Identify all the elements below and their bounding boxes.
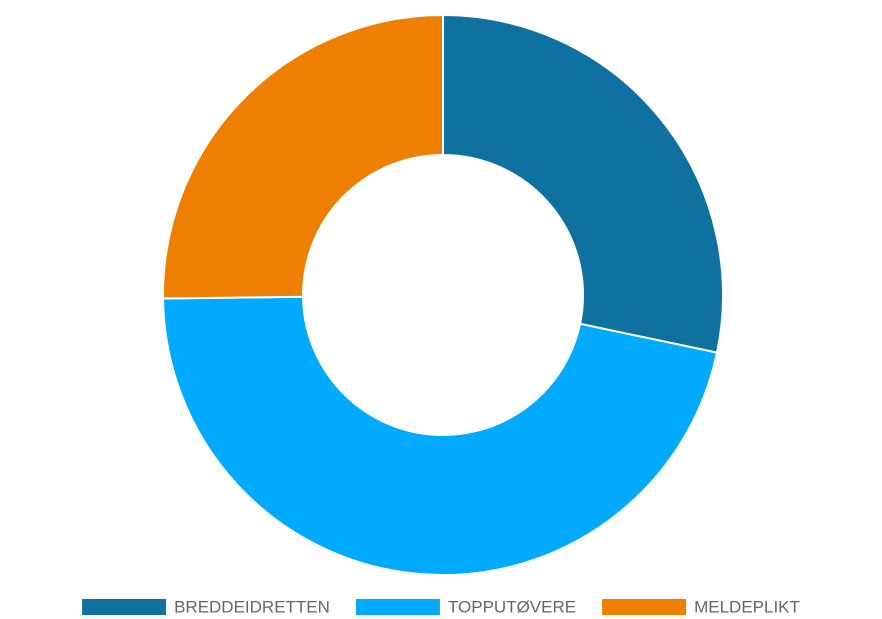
legend-swatch [355, 599, 440, 615]
legend-label: MELDEPLIKT [694, 597, 800, 616]
legend-swatch [602, 599, 687, 615]
donut-slice [162, 295, 719, 576]
legend-swatch [82, 599, 167, 615]
donut-slice [162, 13, 444, 300]
donut-slice [442, 13, 724, 354]
legend-label: TOPPUTØVERE [448, 597, 576, 616]
legend-label: BREDDEIDRETTEN [174, 597, 330, 616]
